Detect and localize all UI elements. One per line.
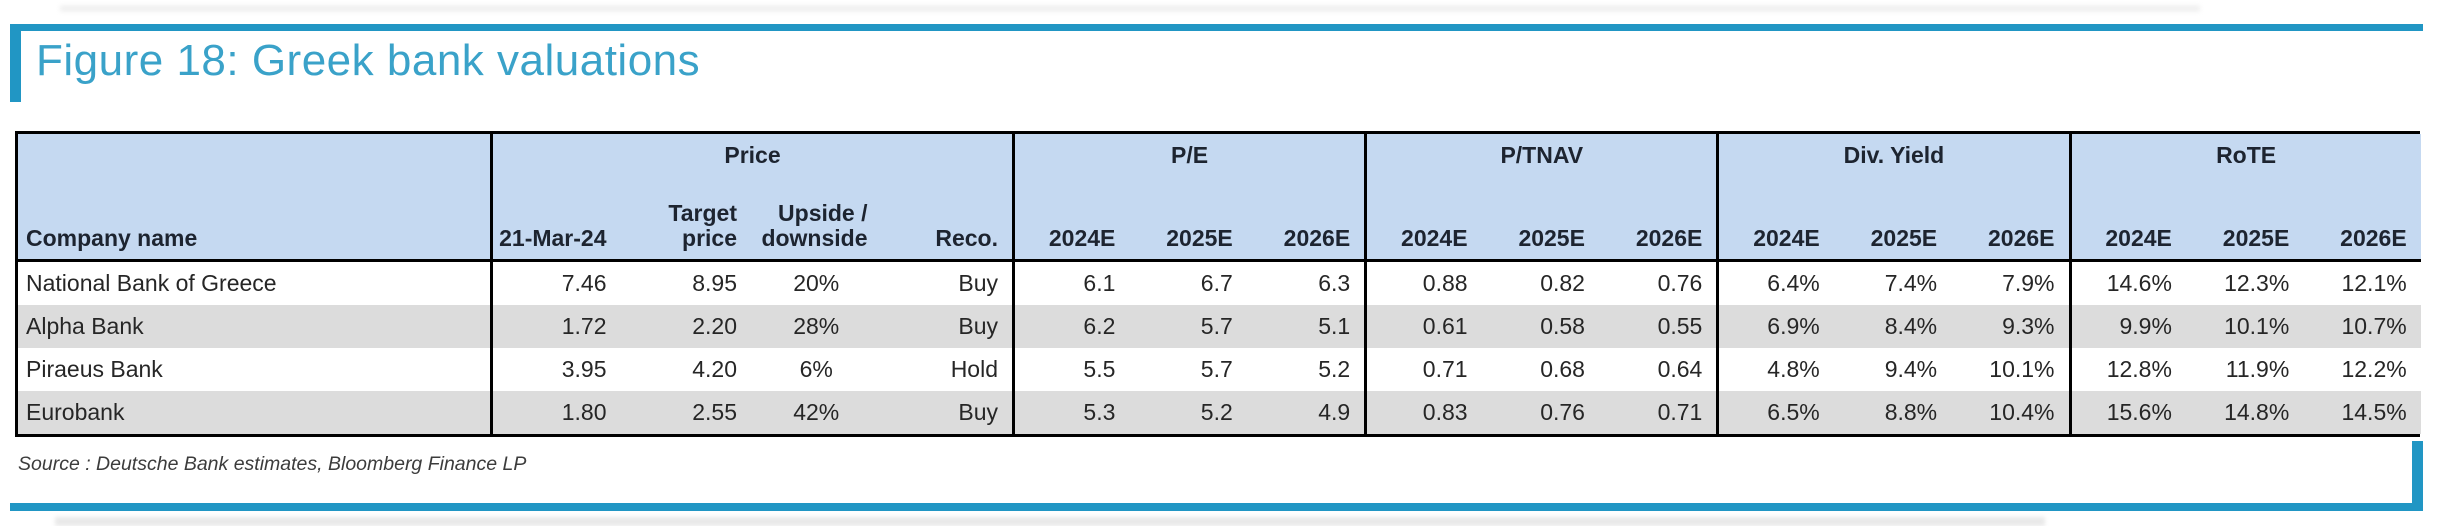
rote-2026e-cell: 14.5% [2303, 391, 2421, 434]
rote-2025e-cell: 14.8% [2185, 391, 2304, 434]
reco-cell: Buy [881, 391, 1012, 434]
ptnav-2026e-cell: 0.71 [1598, 391, 1717, 434]
subheader-pe-2024e: 2024E [1012, 196, 1130, 262]
subheader-ptnav-2025e: 2025E [1481, 196, 1599, 262]
figure-top-rule [10, 24, 2423, 31]
ptnav-2026e-cell: 0.55 [1598, 305, 1717, 348]
figure-bottom-rule [10, 503, 2423, 511]
figure-left-corner-tick [10, 24, 21, 102]
subheader-price-date: 21-Mar-24 [490, 196, 621, 262]
price-cell: 1.80 [490, 391, 621, 434]
ptnav-2025e-cell: 0.58 [1481, 305, 1599, 348]
divy-2025e-cell: 9.4% [1833, 348, 1952, 391]
rote-2026e-cell: 12.2% [2303, 348, 2421, 391]
ptnav-2024e-cell: 0.61 [1364, 305, 1482, 348]
pe-2025e-cell: 5.2 [1129, 391, 1247, 434]
figure-right-corner-tick [2412, 441, 2423, 511]
subheader-ptnav-2026e: 2026E [1598, 196, 1717, 262]
rote-2026e-cell: 12.1% [2303, 262, 2421, 305]
target-price-cell: 4.20 [620, 348, 751, 391]
divy-2026e-cell: 7.9% [1951, 262, 2069, 305]
ptnav-2026e-cell: 0.64 [1598, 348, 1717, 391]
reco-cell: Buy [881, 262, 1012, 305]
pe-2026e-cell: 5.1 [1246, 305, 1365, 348]
rote-2024e-cell: 15.6% [2068, 391, 2186, 434]
subheader-reco: Reco. [881, 196, 1012, 262]
rote-2025e-cell: 10.1% [2185, 305, 2304, 348]
column-header-company-name: Company name [18, 134, 490, 262]
ptnav-2024e-cell: 0.71 [1364, 348, 1482, 391]
target-price-cell: 8.95 [620, 262, 751, 305]
rote-2024e-cell: 9.9% [2068, 305, 2186, 348]
rote-2024e-cell: 14.6% [2068, 262, 2186, 305]
divy-2024e-cell: 6.4% [1716, 262, 1834, 305]
ptnav-2026e-cell: 0.76 [1598, 262, 1717, 305]
rote-2026e-cell: 10.7% [2303, 305, 2421, 348]
subheader-rote-2024e: 2024E [2068, 196, 2186, 262]
ptnav-2025e-cell: 0.68 [1481, 348, 1599, 391]
ptnav-2024e-cell: 0.88 [1364, 262, 1482, 305]
price-cell: 3.95 [490, 348, 621, 391]
subheader-pe-2025e: 2025E [1129, 196, 1247, 262]
pe-2026e-cell: 5.2 [1246, 348, 1365, 391]
subheader-target-price: Target price [620, 196, 751, 262]
divy-2026e-cell: 9.3% [1951, 305, 2069, 348]
subheader-divy-2026e: 2026E [1951, 196, 2069, 262]
upside-cell: 20% [751, 262, 882, 305]
greek-bank-valuations-table: Company name Price P/E P/TNAV Div. Yield… [15, 131, 2421, 437]
subheader-pe-2026e: 2026E [1246, 196, 1365, 262]
cropped-content-artifact-bottom [55, 517, 2045, 526]
rote-2025e-cell: 12.3% [2185, 262, 2304, 305]
ptnav-2024e-cell: 0.83 [1364, 391, 1482, 434]
company-name-cell: National Bank of Greece [18, 262, 490, 305]
subheader-divy-2024e: 2024E [1716, 196, 1834, 262]
company-name-cell: Eurobank [18, 391, 490, 434]
source-note: Source : Deutsche Bank estimates, Bloomb… [18, 453, 527, 475]
reco-cell: Buy [881, 305, 1012, 348]
ptnav-2025e-cell: 0.82 [1481, 262, 1599, 305]
divy-2026e-cell: 10.4% [1951, 391, 2069, 434]
pe-2026e-cell: 6.3 [1246, 262, 1365, 305]
ptnav-2025e-cell: 0.76 [1481, 391, 1599, 434]
subheader-upside-downside: Upside / downside [751, 196, 882, 262]
upside-cell: 6% [751, 348, 882, 391]
target-price-cell: 2.55 [620, 391, 751, 434]
target-price-cell: 2.20 [620, 305, 751, 348]
subheader-divy-2025e: 2025E [1833, 196, 1952, 262]
price-cell: 7.46 [490, 262, 621, 305]
group-header-rote: RoTE [2068, 134, 2421, 196]
divy-2025e-cell: 8.4% [1833, 305, 1952, 348]
pe-2026e-cell: 4.9 [1246, 391, 1365, 434]
divy-2024e-cell: 4.8% [1716, 348, 1834, 391]
divy-2025e-cell: 7.4% [1833, 262, 1952, 305]
divy-2024e-cell: 6.9% [1716, 305, 1834, 348]
rote-2025e-cell: 11.9% [2185, 348, 2304, 391]
figure-title: Figure 18: Greek bank valuations [36, 36, 701, 85]
group-header-div-yield: Div. Yield [1716, 134, 2069, 196]
group-header-pe: P/E [1012, 134, 1365, 196]
pe-2025e-cell: 5.7 [1129, 348, 1247, 391]
pe-2025e-cell: 6.7 [1129, 262, 1247, 305]
subheader-ptnav-2024e: 2024E [1364, 196, 1482, 262]
divy-2026e-cell: 10.1% [1951, 348, 2069, 391]
pe-2024e-cell: 5.3 [1012, 391, 1130, 434]
group-header-price: Price [490, 134, 1012, 196]
cropped-content-artifact-top [60, 5, 2200, 12]
reco-cell: Hold [881, 348, 1012, 391]
pe-2024e-cell: 5.5 [1012, 348, 1130, 391]
pe-2024e-cell: 6.1 [1012, 262, 1130, 305]
group-header-ptnav: P/TNAV [1364, 134, 1717, 196]
divy-2024e-cell: 6.5% [1716, 391, 1834, 434]
subheader-rote-2025e: 2025E [2185, 196, 2304, 262]
company-name-cell: Alpha Bank [18, 305, 490, 348]
subheader-rote-2026e: 2026E [2303, 196, 2421, 262]
upside-cell: 42% [751, 391, 882, 434]
price-cell: 1.72 [490, 305, 621, 348]
divy-2025e-cell: 8.8% [1833, 391, 1952, 434]
upside-cell: 28% [751, 305, 882, 348]
pe-2024e-cell: 6.2 [1012, 305, 1130, 348]
pe-2025e-cell: 5.7 [1129, 305, 1247, 348]
company-name-cell: Piraeus Bank [18, 348, 490, 391]
rote-2024e-cell: 12.8% [2068, 348, 2186, 391]
